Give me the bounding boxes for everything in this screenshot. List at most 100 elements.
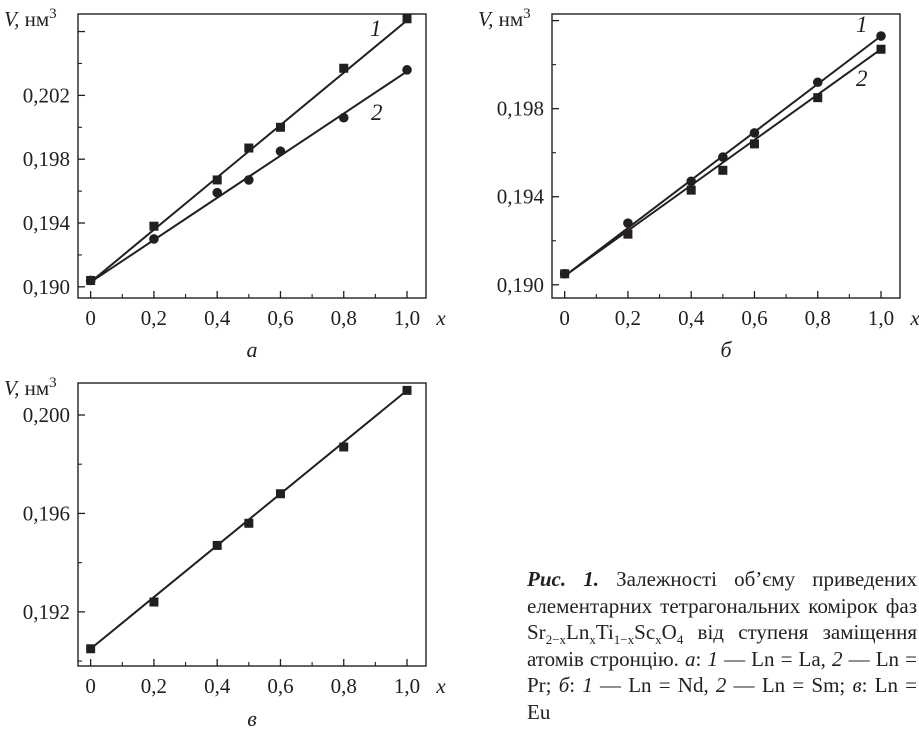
caption-title: Рис. 1.: [527, 567, 599, 591]
caption-fragment: O: [661, 620, 677, 644]
series-label: 1: [856, 12, 868, 37]
caption-fragment: б: [558, 673, 570, 697]
caption-fragment: Залежності об’єму приведених елементарни…: [527, 567, 918, 644]
caption-fragment: x: [655, 632, 662, 648]
panel-label: б: [720, 337, 732, 362]
data-point-circle: [338, 112, 349, 123]
plot-frame: [77, 13, 427, 299]
data-point-square: [718, 165, 728, 175]
y-tick-label: 0,200: [23, 403, 70, 427]
caption-fragment: 1: [707, 646, 718, 671]
data-point-square: [623, 229, 633, 239]
x-tick-label: 0: [85, 674, 96, 698]
data-point-circle: [623, 218, 633, 228]
data-point-circle: [149, 234, 159, 244]
data-point-square: [749, 139, 759, 149]
caption-fragment: в: [852, 673, 862, 697]
x-tick-label: 0,8: [805, 306, 831, 330]
data-point-square: [275, 122, 285, 132]
caption-fragment: 1: [582, 673, 593, 697]
caption-fragment: 4: [676, 632, 684, 648]
caption-fragment: — Ln = Pr;: [527, 646, 917, 698]
plot-frame: [77, 382, 427, 667]
y-tick-label: 0,192: [23, 600, 70, 624]
series-label: 2: [856, 66, 868, 91]
x-tick-label: 0,8: [331, 674, 357, 698]
data-point-square: [149, 221, 159, 231]
y-tick-label: 0,202: [23, 83, 70, 107]
chart-panel-б: 0 0,2 0,4 0,6 0,8 1,0 x 0,190 0,194 0,198 V, нм3 1 2…: [478, 6, 919, 362]
data-point-square: [876, 44, 886, 54]
series-label: 2: [371, 100, 383, 125]
data-point-circle: [244, 175, 254, 185]
chart-panel-а: 0 0,2 0,4 0,6 0,8 1,0 x 0,190 0,194 0,198 0,202 V, …: [4, 6, 446, 362]
x-tick-label: 1,0: [868, 306, 894, 330]
x-axis-label: x: [435, 674, 446, 698]
caption-fragment: — Ln = Nd,: [592, 673, 716, 697]
series-label: 1: [370, 16, 382, 41]
x-tick-label: 0,4: [204, 674, 231, 698]
x-axis-label: x: [909, 306, 919, 330]
panel-label: а: [247, 337, 258, 362]
data-point-square: [339, 63, 349, 73]
data-point-square: [244, 518, 254, 528]
plot-frame: [551, 13, 901, 299]
caption-fragment: від ступеня заміщення атомів стронцію.: [527, 620, 917, 671]
y-tick-label: 0,190: [497, 273, 544, 297]
caption-fragment: x: [589, 632, 596, 648]
x-tick-label: 0,2: [615, 306, 641, 330]
y-tick-label: 0,190: [23, 275, 70, 299]
y-tick-label: 0,198: [497, 97, 544, 121]
x-axis-label: x: [435, 306, 446, 330]
x-tick-label: 0,4: [204, 306, 231, 330]
data-point-circle: [212, 187, 222, 198]
data-point-square: [212, 540, 222, 550]
x-tick-label: 0,6: [267, 674, 293, 698]
caption-fragment: Sc: [634, 620, 656, 644]
data-point-square: [686, 185, 696, 195]
y-axis-label: V, нм3: [4, 6, 57, 31]
caption-fragment: Ti: [595, 620, 614, 644]
caption-fragment: 2: [715, 673, 727, 697]
x-tick-label: 0: [559, 306, 570, 330]
caption-fragment: — Ln = Sm;: [726, 673, 853, 697]
data-point-square: [86, 644, 96, 654]
data-point-square: [275, 489, 285, 499]
data-point-circle: [402, 65, 412, 75]
caption-fragment: — Ln = La,: [717, 646, 833, 671]
caption-fragment: Ln: [566, 620, 590, 644]
y-axis-label: V, нм3: [478, 6, 531, 31]
data-point-square: [402, 385, 412, 395]
data-point-square: [560, 269, 570, 279]
data-point-circle: [876, 31, 886, 41]
data-point-square: [244, 143, 254, 153]
data-point-circle: [749, 128, 760, 138]
data-point-square: [402, 14, 412, 24]
x-tick-label: 0,6: [267, 306, 293, 330]
x-tick-label: 0,8: [331, 306, 357, 330]
y-tick-label: 0,194: [497, 185, 545, 209]
y-tick-label: 0,196: [23, 501, 70, 525]
x-tick-label: 0,4: [678, 306, 705, 330]
x-tick-label: 1,0: [394, 306, 420, 330]
data-point-circle: [718, 152, 728, 162]
y-axis-label: V, нм3: [4, 375, 57, 400]
x-tick-label: 0,6: [741, 306, 767, 330]
x-tick-label: 1,0: [394, 674, 420, 698]
x-tick-label: 0: [85, 306, 96, 330]
caption-fragment: 1−x: [613, 632, 635, 648]
caption-fragment: а: [685, 646, 696, 671]
fit-line-series-2: [564, 48, 882, 277]
y-tick-label: 0,198: [23, 147, 70, 171]
data-point-square: [813, 93, 823, 103]
x-tick-label: 0,2: [141, 306, 167, 330]
caption-fragment: 2: [832, 646, 843, 671]
chart-panel-в: 0 0,2 0,4 0,6 0,8 1,0 x 0,192 0,196 0,200 V, нм3 в: [4, 375, 446, 730]
data-point-square: [212, 175, 222, 185]
caption-fragment: 2−x: [545, 632, 567, 648]
data-point-circle: [85, 275, 96, 286]
data-point-circle: [275, 146, 286, 157]
caption-fragment: :: [569, 673, 583, 697]
data-point-square: [149, 597, 159, 607]
